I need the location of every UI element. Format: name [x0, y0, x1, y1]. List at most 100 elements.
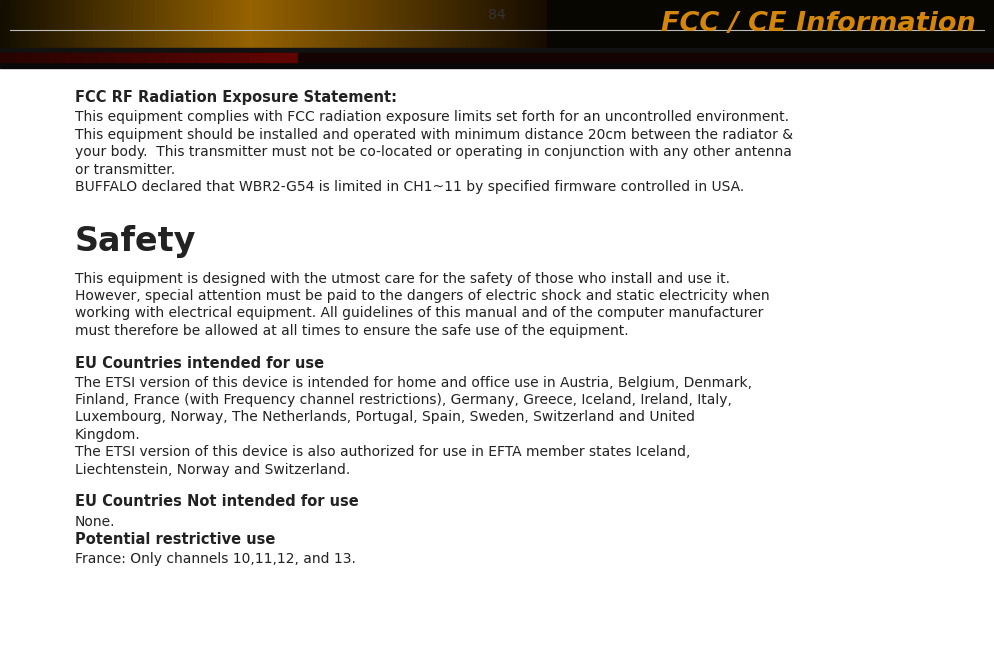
Bar — [686, 0, 692, 48]
Bar — [810, 0, 816, 48]
Bar — [564, 53, 580, 62]
Bar — [398, 53, 415, 62]
Bar — [94, 0, 100, 48]
Bar — [765, 0, 771, 48]
Bar — [0, 68, 994, 672]
Bar — [812, 53, 829, 62]
Bar — [492, 0, 498, 48]
Bar — [651, 0, 657, 48]
Bar — [216, 53, 233, 62]
Bar — [646, 53, 664, 62]
Bar — [229, 0, 235, 48]
Bar — [199, 53, 217, 62]
Bar — [219, 0, 225, 48]
Bar — [149, 0, 155, 48]
Bar — [661, 0, 667, 48]
Bar — [760, 0, 766, 48]
Bar — [214, 0, 220, 48]
Bar — [507, 0, 513, 48]
Bar — [368, 0, 374, 48]
Bar — [746, 0, 751, 48]
Bar — [567, 0, 573, 48]
Text: EU Countries intended for use: EU Countries intended for use — [75, 355, 324, 370]
Bar — [114, 0, 120, 48]
Bar — [166, 53, 183, 62]
Bar — [393, 0, 399, 48]
Bar — [860, 0, 866, 48]
Bar — [979, 0, 985, 48]
Bar — [929, 0, 935, 48]
Bar — [964, 0, 970, 48]
Bar — [129, 0, 135, 48]
Bar — [10, 0, 16, 48]
Bar — [477, 0, 483, 48]
Bar — [830, 0, 836, 48]
Bar — [33, 53, 51, 62]
Bar — [447, 0, 453, 48]
Bar — [522, 0, 528, 48]
Bar — [795, 53, 813, 62]
Bar — [855, 0, 861, 48]
Bar — [109, 0, 115, 48]
Bar — [298, 0, 304, 48]
Bar — [134, 0, 140, 48]
Bar — [840, 0, 846, 48]
Bar — [348, 0, 354, 48]
Bar — [174, 0, 180, 48]
Bar — [139, 0, 145, 48]
Bar — [179, 0, 185, 48]
Text: Potential restrictive use: Potential restrictive use — [75, 532, 275, 547]
Bar — [845, 0, 851, 48]
Bar — [194, 0, 200, 48]
Bar — [795, 0, 801, 48]
Bar — [656, 0, 662, 48]
Bar — [116, 53, 133, 62]
Bar — [353, 0, 359, 48]
Bar — [199, 0, 205, 48]
Bar — [169, 0, 175, 48]
Bar — [611, 0, 617, 48]
Bar — [696, 0, 702, 48]
Bar — [427, 0, 433, 48]
Bar — [0, 53, 994, 62]
Bar — [0, 0, 6, 48]
Bar — [447, 53, 465, 62]
Bar — [15, 0, 21, 48]
Bar — [961, 53, 978, 62]
Bar — [99, 53, 117, 62]
Bar — [417, 0, 423, 48]
Bar — [666, 0, 672, 48]
Bar — [502, 0, 508, 48]
Bar — [825, 0, 831, 48]
Bar — [144, 0, 150, 48]
Text: Luxembourg, Norway, The Netherlands, Portugal, Spain, Sweden, Switzerland and Un: Luxembourg, Norway, The Netherlands, Por… — [75, 411, 695, 425]
Bar — [268, 0, 274, 48]
Bar — [244, 0, 249, 48]
Bar — [164, 0, 170, 48]
Bar — [711, 0, 717, 48]
Bar — [497, 0, 503, 48]
Text: However, special attention must be paid to the dangers of electric shock and sta: However, special attention must be paid … — [75, 289, 769, 303]
Bar — [430, 53, 448, 62]
Bar — [890, 0, 896, 48]
Bar — [452, 0, 458, 48]
Bar — [288, 0, 294, 48]
Text: BUFFALO declared that WBR2-G54 is limited in CH1~11 by specified firmware contro: BUFFALO declared that WBR2-G54 is limite… — [75, 180, 745, 194]
Bar — [432, 0, 438, 48]
Bar — [746, 53, 763, 62]
Bar — [552, 0, 558, 48]
Bar — [845, 53, 863, 62]
Bar — [716, 0, 722, 48]
Text: Finland, France (with Frequency channel restrictions), Germany, Greece, Iceland,: Finland, France (with Frequency channel … — [75, 393, 732, 407]
Bar — [895, 53, 912, 62]
Bar — [248, 53, 266, 62]
Bar — [0, 48, 994, 53]
Bar — [50, 53, 68, 62]
Bar — [713, 53, 730, 62]
Text: Safety: Safety — [75, 226, 197, 259]
Text: your body.  This transmitter must not be co-located or operating in conjunction : your body. This transmitter must not be … — [75, 145, 792, 159]
Bar — [835, 0, 841, 48]
Bar — [184, 0, 190, 48]
Text: None.: None. — [75, 515, 115, 528]
Bar — [681, 0, 687, 48]
